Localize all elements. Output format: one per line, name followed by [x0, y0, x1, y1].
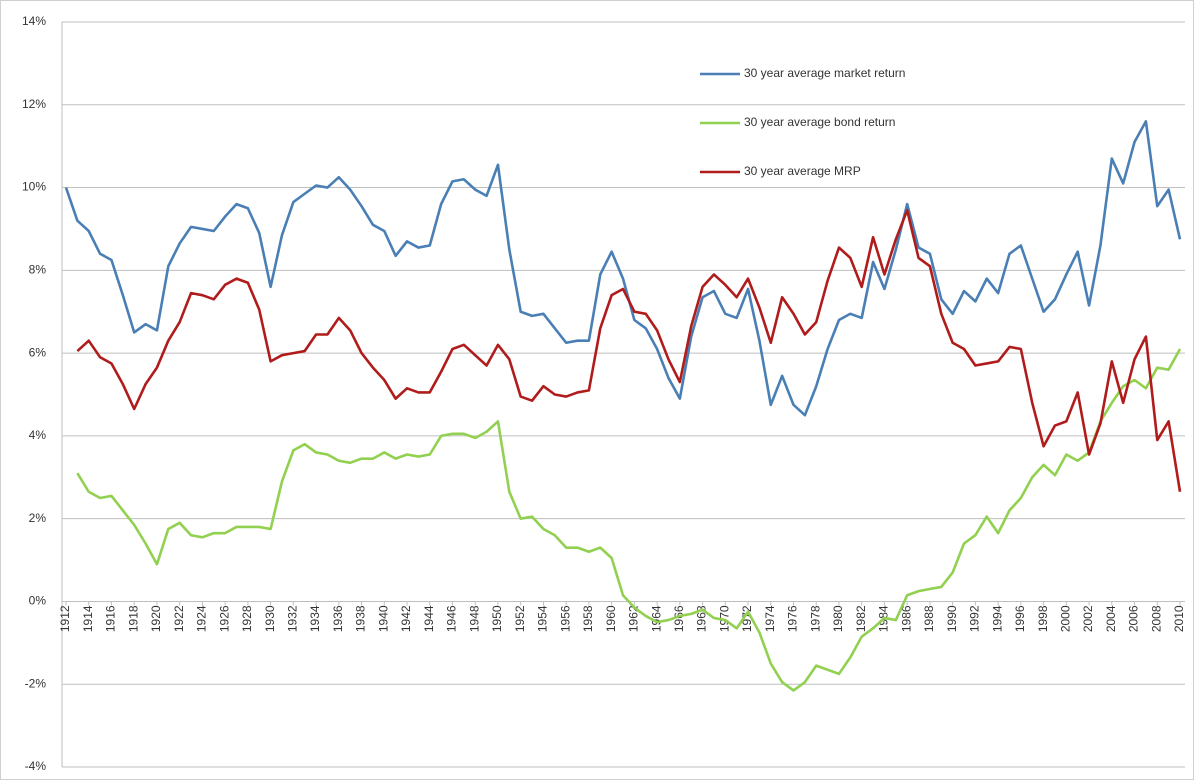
x-tick-label: 1960 [604, 605, 618, 632]
x-tick-label: 1974 [763, 605, 777, 632]
legend-label: 30 year average bond return [744, 115, 895, 129]
y-tick-label: -4% [25, 759, 47, 773]
x-tick-label: 1950 [490, 605, 504, 632]
x-tick-label: 1918 [126, 605, 140, 632]
x-tick-label: 2008 [1149, 605, 1163, 632]
y-tick-label: -2% [25, 676, 47, 690]
x-tick-label: 1996 [1013, 605, 1027, 632]
x-tick-label: 1988 [922, 605, 936, 632]
x-tick-label: 2006 [1127, 605, 1141, 632]
x-tick-label: 1924 [195, 605, 209, 632]
x-tick-label: 1944 [422, 605, 436, 632]
x-tick-label: 1980 [831, 605, 845, 632]
x-tick-label: 1920 [149, 605, 163, 632]
x-tick-label: 1958 [581, 605, 595, 632]
x-tick-label: 1916 [104, 605, 118, 632]
x-tick-label: 1936 [331, 605, 345, 632]
x-tick-label: 1928 [240, 605, 254, 632]
series-line [64, 120, 1182, 417]
y-tick-label: 14% [22, 14, 46, 28]
series-line [76, 348, 1182, 692]
y-tick-label: 6% [29, 345, 47, 359]
x-tick-label: 1914 [81, 605, 95, 632]
x-tick-label: 1998 [1036, 605, 1050, 632]
x-tick-label: 1946 [445, 605, 459, 632]
y-tick-label: 0% [29, 594, 47, 608]
x-tick-label: 1966 [672, 605, 686, 632]
x-tick-label: 1940 [376, 605, 390, 632]
x-tick-label: 1922 [172, 605, 186, 632]
x-tick-label: 1912 [58, 605, 72, 632]
legend-label: 30 year average market return [744, 66, 905, 80]
y-tick-label: 10% [22, 180, 46, 194]
x-tick-label: 2004 [1104, 605, 1118, 632]
x-tick-label: 1942 [399, 605, 413, 632]
x-tick-label: 1978 [808, 605, 822, 632]
x-tick-label: 1954 [536, 605, 550, 632]
x-tick-label: 1986 [899, 605, 913, 632]
x-tick-label: 1934 [308, 605, 322, 632]
y-tick-label: 12% [22, 97, 46, 111]
x-tick-label: 1952 [513, 605, 527, 632]
x-tick-label: 1994 [990, 605, 1004, 632]
x-tick-label: 1982 [854, 605, 868, 632]
y-tick-label: 8% [29, 263, 47, 277]
x-tick-label: 1990 [945, 605, 959, 632]
y-tick-label: 2% [29, 511, 47, 525]
series-line [76, 209, 1182, 492]
x-tick-label: 1930 [263, 605, 277, 632]
x-tick-label: 1938 [354, 605, 368, 632]
x-tick-label: 1962 [627, 605, 641, 632]
x-tick-label: 1932 [286, 605, 300, 632]
x-tick-label: 1976 [786, 605, 800, 632]
x-tick-label: 1992 [968, 605, 982, 632]
x-tick-label: 1972 [740, 605, 754, 632]
x-tick-label: 2002 [1081, 605, 1095, 632]
x-tick-label: 1956 [558, 605, 572, 632]
x-tick-label: 1964 [649, 605, 663, 632]
y-tick-label: 4% [29, 428, 47, 442]
x-tick-label: 1948 [467, 605, 481, 632]
x-tick-label: 1926 [217, 605, 231, 632]
x-tick-label: 2000 [1058, 605, 1072, 632]
legend-label: 30 year average MRP [744, 164, 861, 178]
x-tick-label: 2010 [1172, 605, 1186, 632]
